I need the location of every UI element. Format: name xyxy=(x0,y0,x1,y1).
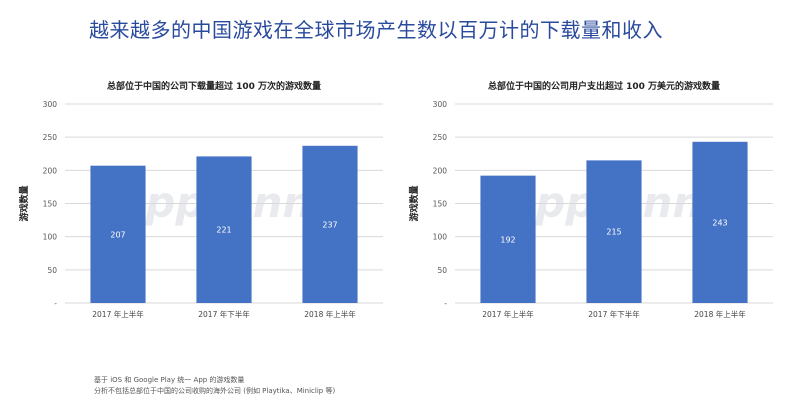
y-tick-label: 300 xyxy=(43,100,58,109)
y-tick-label: - xyxy=(54,299,57,308)
x-category-label: 2018 年上半年 xyxy=(694,309,746,319)
y-tick-label: 100 xyxy=(433,233,448,242)
bar-value-label: 243 xyxy=(712,218,727,227)
y-tick-label: 300 xyxy=(433,100,448,109)
chart-revenue-svg: 总部位于中国的公司用户支出超过 100 万美元的游戏数量 - 50 100 150 200… xyxy=(408,80,773,319)
bar-value-label: 192 xyxy=(500,235,515,244)
chart-revenue: 总部位于中国的公司用户支出超过 100 万美元的游戏数量 - 50 100 150 200… xyxy=(405,72,777,332)
bar xyxy=(586,160,642,303)
bar xyxy=(302,145,358,303)
bar xyxy=(692,141,748,303)
y-tick-label: 150 xyxy=(43,200,58,209)
y-tick-label: 200 xyxy=(433,166,448,175)
y-tick-label: 50 xyxy=(437,266,447,275)
y-axis-title: 游戏数量 xyxy=(408,185,420,221)
x-category-label: 2017 年上半年 xyxy=(92,309,144,319)
y-tick-label: 100 xyxy=(43,233,58,242)
bar xyxy=(90,165,146,303)
bar-value-label: 215 xyxy=(606,228,621,237)
x-category-label: 2017 年上半年 xyxy=(482,309,534,319)
y-tick-label: 150 xyxy=(433,200,448,209)
y-tick-label: 50 xyxy=(47,266,57,275)
footnote-line-2: 分析不包括总部位于中国的公司收购的海外公司 (例如 Playtika、Minic… xyxy=(94,387,336,395)
x-category-label: 2017 年下半年 xyxy=(588,309,640,319)
bar xyxy=(196,156,252,303)
bar-value-label: 207 xyxy=(110,230,125,239)
y-tick-label: 250 xyxy=(43,133,58,142)
bar-value-label: 237 xyxy=(322,220,337,229)
chart-title: 总部位于中国的公司用户支出超过 100 万美元的游戏数量 xyxy=(488,80,720,92)
page-title: 越来越多的中国游戏在全球市场产生数以百万计的下载量和收入 xyxy=(89,18,663,42)
y-axis-title: 游戏数量 xyxy=(18,185,30,221)
chart-downloads: 总部位于中国的公司下载量超过 100 万次的游戏数量 - 50 100 150 200 25… xyxy=(15,72,387,332)
y-tick-label: 250 xyxy=(433,133,448,142)
bar-value-label: 221 xyxy=(216,226,231,235)
chart-downloads-svg: 总部位于中国的公司下载量超过 100 万次的游戏数量 - 50 100 150 200 25… xyxy=(18,80,383,319)
footnote-line-1: 基于 iOS 和 Google Play 统一 App 的游戏数量 xyxy=(94,376,245,384)
chart-title: 总部位于中国的公司下载量超过 100 万次的游戏数量 xyxy=(107,80,321,92)
y-tick-label: - xyxy=(444,299,447,308)
bar xyxy=(480,175,536,303)
y-tick-label: 200 xyxy=(43,166,58,175)
x-category-label: 2017 年下半年 xyxy=(198,309,250,319)
x-category-label: 2018 年上半年 xyxy=(304,309,356,319)
